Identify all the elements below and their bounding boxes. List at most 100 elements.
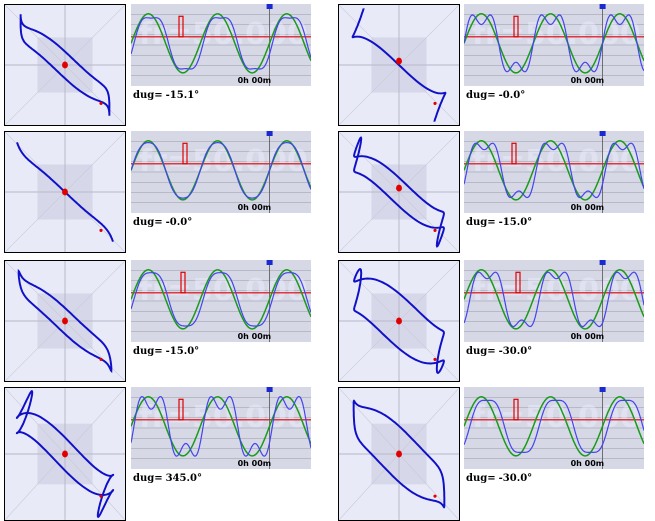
lissajous-svg xyxy=(5,132,125,252)
time-label: 0h 00m xyxy=(571,459,605,468)
lissajous-curve xyxy=(352,399,446,509)
watermark: fr=50.000 xyxy=(139,273,308,308)
pulse-marker xyxy=(178,398,184,421)
time-label: 0h 00m xyxy=(571,332,605,341)
waveform-plot-2: fr=50.000 0h 00m xyxy=(464,4,644,86)
time-label: 0h 00m xyxy=(238,76,272,85)
phase-value: -15.0° xyxy=(165,346,200,357)
measured-wave xyxy=(464,14,644,73)
lissajous-plot-6 xyxy=(338,260,460,382)
phase-readout-6: dug= -30.0° xyxy=(466,346,532,357)
lissajous-plot-2 xyxy=(338,4,460,126)
phase-readout-2: dug= -0.0° xyxy=(466,90,525,101)
phase-label: dug= xyxy=(133,346,163,357)
waveform-plot-4: fr=50.000 0h 00m xyxy=(464,131,644,213)
lissajous-plot-1 xyxy=(4,4,126,126)
pulse-marker xyxy=(513,398,519,421)
pulse-marker xyxy=(515,271,521,294)
phase-readout-8: dug= -30.0° xyxy=(466,473,532,484)
pulse-marker xyxy=(182,142,188,165)
measured-wave xyxy=(131,142,311,199)
end-point xyxy=(99,101,103,105)
reference-wave xyxy=(464,140,644,201)
center-point xyxy=(396,57,402,65)
reference-wave xyxy=(464,396,644,457)
lissajous-svg xyxy=(339,5,459,125)
measured-wave xyxy=(464,399,644,453)
phase-value: -0.0° xyxy=(498,90,526,101)
lissajous-curve xyxy=(353,268,445,374)
lissajous-svg xyxy=(339,132,459,252)
waveform-plot-7: fr=50.000 0h 00m xyxy=(131,387,311,469)
lissajous-svg xyxy=(339,261,459,381)
waveform-plot-5: fr=50.000 0h 00m xyxy=(131,260,311,342)
waveform-plot-8: fr=50.000 0h 00m xyxy=(464,387,644,469)
pulse-marker xyxy=(513,15,519,38)
center-point xyxy=(62,450,68,458)
phase-readout-1: dug= -15.1° xyxy=(133,90,199,101)
diag-2 xyxy=(339,132,459,252)
cursor-marker xyxy=(266,387,273,392)
end-point xyxy=(433,228,437,232)
end-point xyxy=(433,494,437,498)
time-label: 0h 00m xyxy=(238,459,272,468)
pulse-marker xyxy=(180,271,186,294)
phase-readout-5: dug= -15.0° xyxy=(133,346,199,357)
lissajous-plot-7 xyxy=(4,387,126,521)
cursor-marker xyxy=(599,387,606,392)
waveform-plot-1: fr=50.000 0h 00m xyxy=(131,4,311,86)
lissajous-plot-8 xyxy=(338,387,460,521)
lissajous-plot-5 xyxy=(4,260,126,382)
cursor-marker xyxy=(599,260,606,265)
reference-wave xyxy=(464,269,644,330)
measured-wave xyxy=(131,395,311,457)
lissajous-plot-4 xyxy=(338,131,460,253)
center-point xyxy=(62,188,68,196)
phase-readout-4: dug= -15.0° xyxy=(466,217,532,228)
pulse-marker xyxy=(511,142,517,165)
end-point xyxy=(99,228,103,232)
end-point xyxy=(433,101,437,105)
watermark: fr=50.000 xyxy=(139,17,308,52)
center-point xyxy=(62,317,68,325)
lissajous-curve xyxy=(17,268,113,374)
phase-value: -30.0° xyxy=(498,346,533,357)
lissajous-plot-3 xyxy=(4,131,126,253)
lissajous-curve xyxy=(15,390,115,518)
cursor-marker xyxy=(266,131,273,136)
center-point xyxy=(396,450,402,458)
center-point xyxy=(396,317,402,325)
watermark: fr=50.000 xyxy=(139,144,308,179)
reference-wave xyxy=(131,396,311,457)
lissajous-svg xyxy=(5,388,125,520)
center-point xyxy=(62,61,68,69)
lissajous-svg xyxy=(5,5,125,125)
measured-wave xyxy=(464,271,644,328)
measured-wave xyxy=(464,142,644,199)
lissajous-curve xyxy=(351,8,447,122)
phase-label: dug= xyxy=(133,473,163,484)
end-point xyxy=(99,494,103,498)
waveform-plot-6: fr=50.000 0h 00m xyxy=(464,260,644,342)
phase-label: dug= xyxy=(466,217,496,228)
phase-label: dug= xyxy=(133,90,163,101)
lissajous-svg xyxy=(339,388,459,520)
pulse-marker xyxy=(178,15,184,38)
time-label: 0h 00m xyxy=(238,203,272,212)
time-label: 0h 00m xyxy=(571,76,605,85)
lissajous-curve xyxy=(353,136,445,248)
center-point xyxy=(396,184,402,192)
phase-readout-3: dug= -0.0° xyxy=(133,217,192,228)
time-label: 0h 00m xyxy=(571,203,605,212)
phase-value: -30.0° xyxy=(498,473,533,484)
reference-wave xyxy=(131,269,311,330)
measured-wave xyxy=(131,272,311,327)
phase-label: dug= xyxy=(466,473,496,484)
lissajous-curve xyxy=(19,14,111,116)
measured-wave xyxy=(131,17,311,70)
cursor-marker xyxy=(266,4,273,9)
phase-value: -0.0° xyxy=(165,217,193,228)
time-label: 0h 00m xyxy=(238,332,272,341)
cursor-marker xyxy=(599,131,606,136)
phase-value: -15.1° xyxy=(165,90,200,101)
